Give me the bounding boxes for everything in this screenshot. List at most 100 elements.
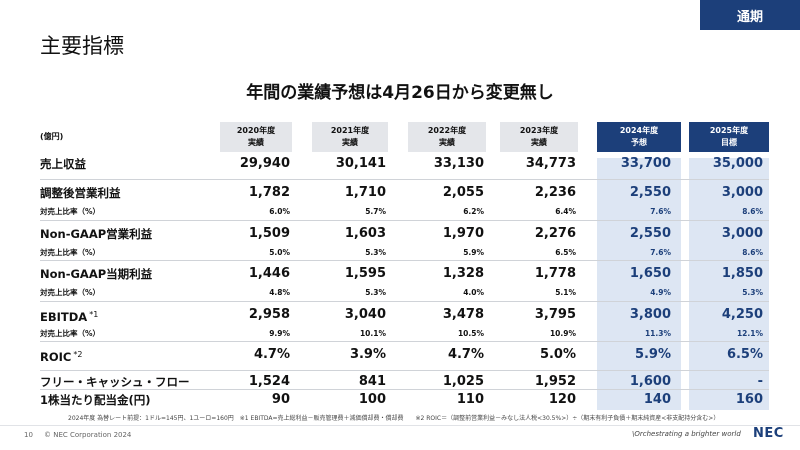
- column-header: 2020年度 実績: [220, 122, 292, 152]
- column-header: 2024年度 予想: [597, 122, 681, 152]
- copyright: © NEC Corporation 2024: [44, 431, 132, 439]
- column-header: 2021年度 実績: [312, 122, 388, 152]
- table-cell: 4.0%: [463, 288, 484, 297]
- table-cell: 3.9%: [349, 347, 386, 362]
- row-label: 対売上比率（%）: [40, 287, 100, 299]
- page-title: 主要指標: [40, 34, 124, 58]
- row-label-text: Non-GAAP当期利益: [40, 267, 153, 281]
- table-cell: 6.5%: [726, 347, 763, 362]
- table-cell: 4,250: [721, 307, 763, 322]
- row-divider: [40, 389, 769, 390]
- table-cell: 29,940: [239, 156, 290, 171]
- period-tag: 通期: [700, 0, 800, 30]
- table-cell: 1,509: [248, 226, 290, 241]
- row-label-text: 調整後営業利益: [40, 186, 121, 200]
- row-label-text: フリー・キャッシュ・フロー: [40, 375, 190, 389]
- row-label-text: 売上収益: [40, 157, 86, 171]
- table-cell: 7.6%: [650, 248, 671, 257]
- table-cell: 5.3%: [365, 288, 386, 297]
- table-cell: 5.9%: [463, 248, 484, 257]
- table-cell: 110: [456, 392, 484, 407]
- row-label: EBITDA *1: [40, 306, 98, 326]
- table-row: Non-GAAP当期利益 1,446 1,595 1,328 1,778 1,650 1,8…: [0, 265, 800, 283]
- table-cell: 1,446: [248, 266, 290, 281]
- column-type: 実績: [342, 138, 358, 147]
- table-cell: 1,782: [248, 185, 290, 200]
- table-row: 1株当たり配当金(円) 90 100 110 120 140 160: [0, 391, 800, 409]
- row-divider: [40, 179, 769, 180]
- row-label-text: EBITDA: [40, 310, 88, 324]
- column-year: 2021年度: [330, 126, 370, 135]
- table-row: 調整後営業利益 1,782 1,710 2,055 2,236 2,550 3,000: [0, 184, 800, 202]
- table-cell: 5.3%: [365, 248, 386, 257]
- table-row: フリー・キャッシュ・フロー 1,524 841 1,025 1,952 1,600 -: [0, 373, 800, 391]
- table-cell: 6.5%: [555, 248, 576, 257]
- table-cell: 5.0%: [269, 248, 290, 257]
- row-label: 対売上比率（%）: [40, 328, 100, 340]
- table-row: 売上収益 29,940 30,141 33,130 34,773 33,700 35,000: [0, 155, 800, 173]
- table-cell: 1,595: [344, 266, 386, 281]
- table-cell: 30,141: [335, 156, 386, 171]
- row-label-text: 対売上比率（%）: [40, 248, 101, 257]
- table-cell: 10.5%: [457, 329, 484, 338]
- table-cell: 33,700: [620, 156, 671, 171]
- row-divider: [40, 260, 769, 261]
- row-label-text: ROIC: [40, 350, 72, 364]
- table-cell: 160: [735, 392, 763, 407]
- table-cell: 6.0%: [269, 207, 290, 216]
- row-label: 対売上比率（%）: [40, 206, 100, 218]
- table-cell: 3,478: [442, 307, 484, 322]
- footnote-marker: *1: [89, 310, 99, 319]
- table-row: EBITDA *1 2,958 3,040 3,478 3,795 3,800 4,250: [0, 306, 800, 324]
- table-cell: 2,236: [534, 185, 576, 200]
- row-label: Non-GAAP営業利益: [40, 225, 152, 243]
- row-divider: [40, 341, 769, 342]
- table-cell: 4.7%: [447, 347, 484, 362]
- row-divider: [40, 370, 769, 371]
- row-label: Non-GAAP当期利益: [40, 265, 152, 283]
- table-cell: 1,600: [629, 374, 671, 389]
- row-label: フリー・キャッシュ・フロー: [40, 373, 190, 391]
- table-cell: 1,850: [721, 266, 763, 281]
- table-cell: 10.1%: [359, 329, 386, 338]
- table-cell: 8.6%: [742, 248, 763, 257]
- table-cell: 4.9%: [650, 288, 671, 297]
- table-cell: 34,773: [525, 156, 576, 171]
- table-cell: 9.9%: [269, 329, 290, 338]
- unit-label: (億円): [40, 132, 64, 141]
- row-label: 1株当たり配当金(円): [40, 391, 151, 409]
- column-type: 予想: [631, 138, 647, 147]
- ratio-row: 対売上比率（%） 5.0% 5.3% 5.9% 6.5% 7.6% 8.6%: [0, 247, 800, 259]
- table-row: Non-GAAP営業利益 1,509 1,603 1,970 2,276 2,550 3,0…: [0, 225, 800, 243]
- table-cell: 2,550: [629, 226, 671, 241]
- row-label: 調整後営業利益: [40, 184, 121, 202]
- table-cell: 35,000: [712, 156, 763, 171]
- column-header: 2023年度 実績: [500, 122, 578, 152]
- nec-logo: NEC: [753, 426, 784, 441]
- table-cell: 90: [271, 392, 290, 407]
- tagline: \Orchestrating a brighter world: [632, 430, 741, 438]
- column-type: 実績: [248, 138, 264, 147]
- table-cell: 2,550: [629, 185, 671, 200]
- ratio-row: 対売上比率（%） 9.9% 10.1% 10.5% 10.9% 11.3% 12.1%: [0, 328, 800, 340]
- table-cell: 1,778: [534, 266, 576, 281]
- row-label-text: Non-GAAP営業利益: [40, 227, 153, 241]
- table-cell: 11.3%: [644, 329, 671, 338]
- table-cell: 100: [358, 392, 386, 407]
- table-cell: 3,795: [534, 307, 576, 322]
- table-cell: 1,650: [629, 266, 671, 281]
- table-cell: 2,055: [442, 185, 484, 200]
- row-label-text: 対売上比率（%）: [40, 207, 101, 216]
- row-label: ROIC *2: [40, 346, 82, 366]
- column-year: 2022年度: [427, 126, 467, 135]
- column-year: 2025年度: [709, 126, 749, 135]
- footer-divider: [0, 425, 800, 426]
- column-type: 目標: [721, 138, 737, 147]
- table-cell: 6.4%: [555, 207, 576, 216]
- table-cell: 1,710: [344, 185, 386, 200]
- page-number: 10: [24, 431, 33, 439]
- table-cell: 841: [358, 374, 386, 389]
- table-cell: 5.7%: [365, 207, 386, 216]
- column-type: 実績: [531, 138, 547, 147]
- table-cell: 140: [643, 392, 671, 407]
